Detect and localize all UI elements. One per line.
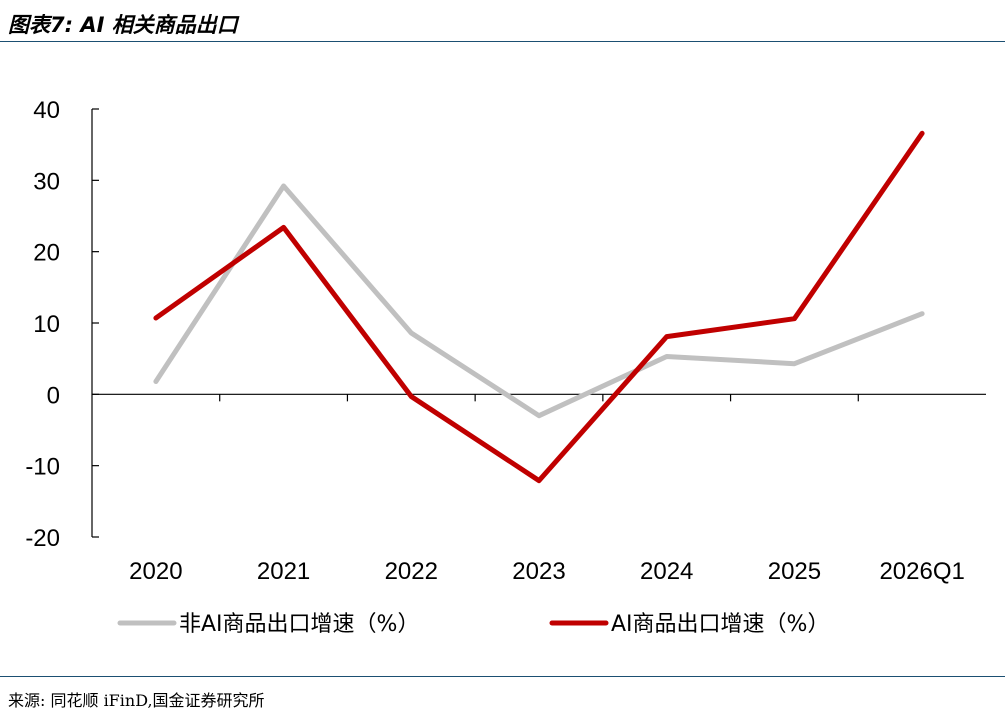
x-tick-label: 2023 (512, 558, 565, 585)
x-tick-label: 2021 (257, 558, 310, 585)
x-tick-label: 2020 (129, 558, 182, 585)
line-chart: -20 -10 0 10 20 30 40 2020 2021 2022 2023 2024 2025 2… (25, 97, 986, 637)
title-bar: 图表7: AI 相关商品出口 (0, 0, 1005, 42)
y-tick-label: 0 (47, 382, 60, 409)
x-tick-label: 2022 (385, 558, 438, 585)
x-tick-label: 2025 (768, 558, 821, 585)
y-tick-label: 10 (33, 311, 60, 338)
footer-divider (0, 676, 1005, 677)
legend-label-2: AI商品出口增速（%） (611, 612, 829, 637)
y-tick-label: 40 (33, 97, 60, 124)
y-tick-label: 20 (33, 240, 60, 267)
title-divider (0, 41, 1005, 42)
source-note: 来源: 同花顺 iFinD,国金证券研究所 (8, 691, 265, 710)
x-tick-label: 2024 (640, 558, 693, 585)
y-tick-label: -10 (25, 454, 60, 481)
chart-title: 图表7: AI 相关商品出口 (8, 13, 238, 37)
y-tick-label: -20 (25, 525, 60, 552)
legend-label-1: 非AI商品出口增速（%） (179, 612, 419, 637)
x-tick-label: 2026Q1 (879, 558, 964, 585)
y-tick-label: 30 (33, 168, 60, 195)
series-line-1 (153, 183, 925, 419)
series-line-2 (153, 130, 925, 484)
